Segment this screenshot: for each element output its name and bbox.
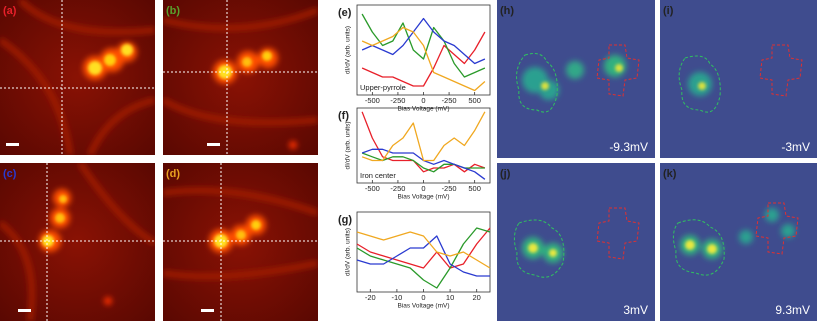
x-tick-label: -20 xyxy=(365,293,376,302)
x-axis-label: Bias Voltage (mV) xyxy=(397,194,449,201)
x-tick-label: -10 xyxy=(391,293,402,302)
x-tick-label: -250 xyxy=(442,96,457,105)
x-tick-label: 0 xyxy=(421,96,425,105)
x-tick-label: -500 xyxy=(365,96,380,105)
x-tick-label: -250 xyxy=(442,184,457,193)
x-tick-label: 10 xyxy=(446,293,454,302)
panel-label: (f) xyxy=(338,110,349,122)
spectrum-line xyxy=(361,31,486,87)
spectrum-line xyxy=(361,17,486,65)
y-axis-label: dI/dV (arb. units) xyxy=(345,228,352,276)
spectrum-line xyxy=(356,227,491,289)
dos-map xyxy=(660,163,817,321)
annotation: Iron center xyxy=(360,171,396,180)
panel-label: (h) xyxy=(500,5,514,17)
caption: -9.3mV xyxy=(609,140,648,154)
spectrum-line xyxy=(361,111,486,162)
x-tick-label: 0 xyxy=(421,293,425,302)
panel-label: (i) xyxy=(663,5,674,17)
dos-map xyxy=(660,0,817,158)
spectrum-line xyxy=(361,13,486,78)
panel-label: (c) xyxy=(3,168,17,180)
caption: 3mV xyxy=(623,303,648,317)
x-tick-label: -250 xyxy=(390,96,405,105)
dos-map xyxy=(497,163,655,321)
caption: -3mV xyxy=(781,140,810,154)
x-tick-label: 20 xyxy=(473,293,481,302)
x-tick-label: -250 xyxy=(390,184,405,193)
panel-label: (e) xyxy=(338,7,352,19)
stm-image xyxy=(0,163,155,321)
caption: 9.3mV xyxy=(775,303,810,317)
panel-label: (k) xyxy=(663,168,677,180)
x-tick-label: 500 xyxy=(468,184,481,193)
y-axis-label: dI/dV (arb. units) xyxy=(345,121,352,169)
panel-label: (a) xyxy=(3,5,17,17)
annotation: Upper-pyrrole xyxy=(360,83,406,92)
spectrum-line xyxy=(356,235,490,277)
stm-image xyxy=(163,163,318,321)
panel-label: (j) xyxy=(500,168,511,180)
x-tick-label: 0 xyxy=(421,184,425,193)
spectrum-line xyxy=(361,111,486,173)
dos-map xyxy=(497,0,655,158)
x-tick-label: -500 xyxy=(365,184,380,193)
panel-label: (g) xyxy=(338,214,352,226)
stm-image xyxy=(0,0,155,155)
panel-label: (d) xyxy=(166,168,180,180)
spectrum-line xyxy=(356,227,491,269)
y-axis-label: dI/dV (arb. units) xyxy=(345,26,352,74)
panel-label: (b) xyxy=(166,5,180,17)
x-tick-label: 500 xyxy=(468,96,481,105)
spectrum-line xyxy=(361,26,486,92)
stm-image xyxy=(163,0,318,155)
x-axis-label: Bias Voltage (mV) xyxy=(397,106,449,113)
spectrum-line xyxy=(356,231,491,269)
x-axis-label: Bias Voltage (mV) xyxy=(397,303,449,310)
